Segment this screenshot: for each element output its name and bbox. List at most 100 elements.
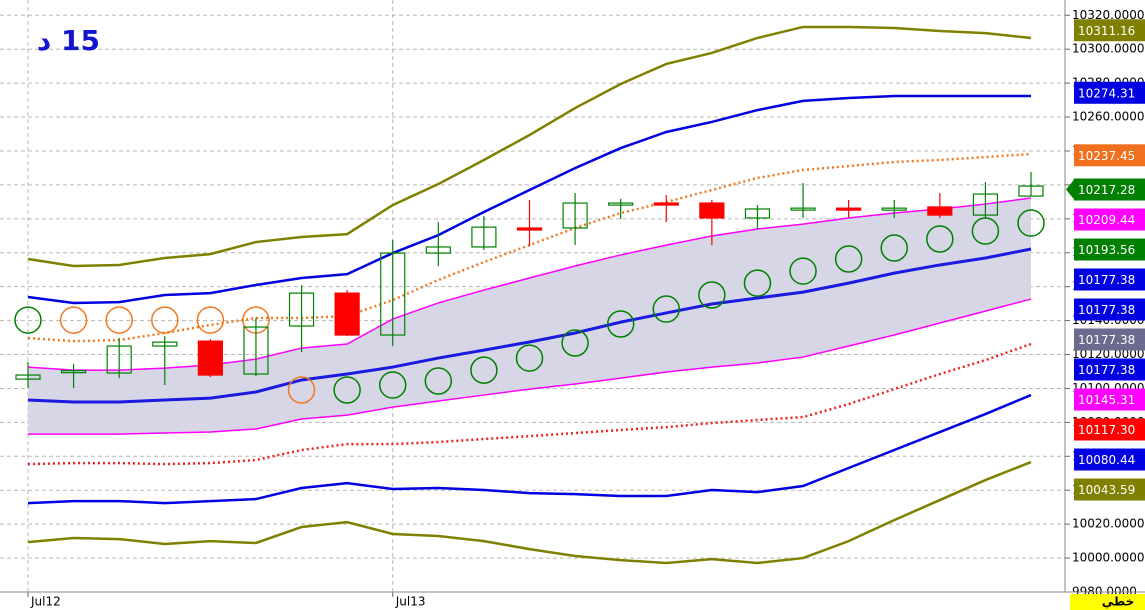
price-tag-box xyxy=(1074,328,1145,351)
price-tag-box xyxy=(1074,144,1145,167)
sar-point xyxy=(196,306,225,334)
y-tick-label: 10320.0000 xyxy=(1072,8,1145,22)
sar-point xyxy=(424,367,453,395)
y-tick-label: 10300.0000 xyxy=(1072,42,1145,56)
price-tag-box xyxy=(1074,178,1145,201)
price-tag-label: 10043.59 xyxy=(1078,483,1135,497)
price-tag: 10311.16 xyxy=(1074,19,1145,42)
price-tag-box xyxy=(1074,19,1145,42)
price-tag-box xyxy=(1074,81,1145,104)
sar-point xyxy=(14,306,42,334)
price-tag-label: 10177.38 xyxy=(1078,273,1135,287)
band-fill xyxy=(28,197,1031,435)
price-tag-label: 10145.31 xyxy=(1078,393,1135,407)
candle-body xyxy=(653,202,679,206)
price-tag-label: 10209.44 xyxy=(1078,213,1135,227)
price-tag-box xyxy=(1074,448,1145,471)
price-tag: 10043.59 xyxy=(1074,478,1145,501)
price-tag-box xyxy=(1074,298,1145,321)
price-tag: 10177.38 xyxy=(1074,328,1145,351)
y-tick-label: 10120.0000 xyxy=(1072,347,1145,361)
y-tick-label: 10000.0000 xyxy=(1072,551,1145,565)
candle-body xyxy=(744,208,771,219)
sar-point xyxy=(515,344,544,372)
price-tag-label: 10274.31 xyxy=(1078,86,1135,100)
y-tick-label: 10260.0000 xyxy=(1072,110,1145,124)
sar-point xyxy=(971,217,1000,245)
indicator-line xyxy=(27,197,1032,371)
candle-body xyxy=(425,246,451,254)
price-tag: 10080.44 xyxy=(1074,448,1145,471)
price-tag-label: 10177.38 xyxy=(1078,363,1135,377)
sar-point xyxy=(698,281,726,309)
indicator-line xyxy=(27,247,1032,404)
indicator-line xyxy=(27,342,1032,466)
indicator-line xyxy=(27,94,1031,305)
candle-body xyxy=(927,206,953,216)
price-tag-box xyxy=(1074,418,1145,441)
price-tag: 10209.44 xyxy=(1074,208,1145,231)
candle-body xyxy=(608,202,634,206)
x-tick-label: Jul12 xyxy=(30,595,61,609)
price-tag-label: 10237.45 xyxy=(1078,149,1135,163)
sar-point xyxy=(59,306,88,334)
candle-body xyxy=(699,202,725,219)
sar-point xyxy=(378,371,407,399)
price-tag-label: 10177.38 xyxy=(1078,303,1135,317)
price-tag: 10177.38 xyxy=(1074,298,1145,321)
sar-point xyxy=(470,356,498,384)
mode-box xyxy=(1070,594,1145,610)
sar-point xyxy=(561,329,589,357)
sar-point xyxy=(926,225,954,253)
candle-body xyxy=(881,207,907,211)
price-tag-box xyxy=(1074,478,1145,501)
price-tag-box xyxy=(1074,208,1145,231)
price-tag-label: 10311.16 xyxy=(1078,24,1135,38)
indicator-line xyxy=(28,298,1032,435)
price-tag: 10177.38 xyxy=(1074,268,1145,291)
candle-body xyxy=(15,374,41,380)
sar-point xyxy=(834,245,863,273)
price-tag: 10193.56 xyxy=(1074,238,1145,261)
sar-point xyxy=(333,376,361,404)
candle-body xyxy=(790,207,816,211)
candle-body xyxy=(60,370,87,374)
price-tag: 10177.38 xyxy=(1074,358,1145,381)
indicator-line xyxy=(27,25,1032,268)
y-tick-label: 10020.0000 xyxy=(1072,517,1145,531)
price-tag-box xyxy=(1074,358,1145,381)
candle-body xyxy=(106,345,132,374)
sar-point xyxy=(287,376,316,404)
price-tag-box xyxy=(1074,388,1145,411)
sar-point xyxy=(1017,209,1045,237)
price-tag-box xyxy=(1074,238,1145,261)
candle-body xyxy=(562,202,588,229)
price-tag: 10117.30 xyxy=(1074,418,1145,441)
sar-point xyxy=(151,306,179,334)
sar-point xyxy=(743,269,772,297)
price-tag-label: 10193.56 xyxy=(1078,243,1135,257)
indicator-line xyxy=(27,393,1032,505)
candle-body xyxy=(152,341,178,347)
price-tag-label: 10177.38 xyxy=(1078,333,1135,347)
candle-body xyxy=(1018,185,1044,197)
candle-body xyxy=(836,207,862,211)
sar-point xyxy=(652,295,681,323)
sar-point xyxy=(105,306,133,334)
price-tag-label: 10117.30 xyxy=(1078,423,1135,437)
price-tag-label: 10217.28 xyxy=(1078,183,1135,197)
candle-body xyxy=(516,227,543,231)
indicator-line xyxy=(27,460,1032,565)
candle-body xyxy=(288,292,315,327)
mode-label: خطي xyxy=(1102,595,1134,609)
candle-body xyxy=(380,252,406,336)
price-tag: 10145.31 xyxy=(1074,388,1145,411)
candle-body xyxy=(972,193,999,216)
chart-title: 15 د xyxy=(36,24,100,57)
x-tick-label: Jul13 xyxy=(395,595,426,609)
price-tag: 10217.28 xyxy=(1066,178,1145,201)
candle-body xyxy=(334,292,360,336)
candle-body xyxy=(471,226,497,248)
